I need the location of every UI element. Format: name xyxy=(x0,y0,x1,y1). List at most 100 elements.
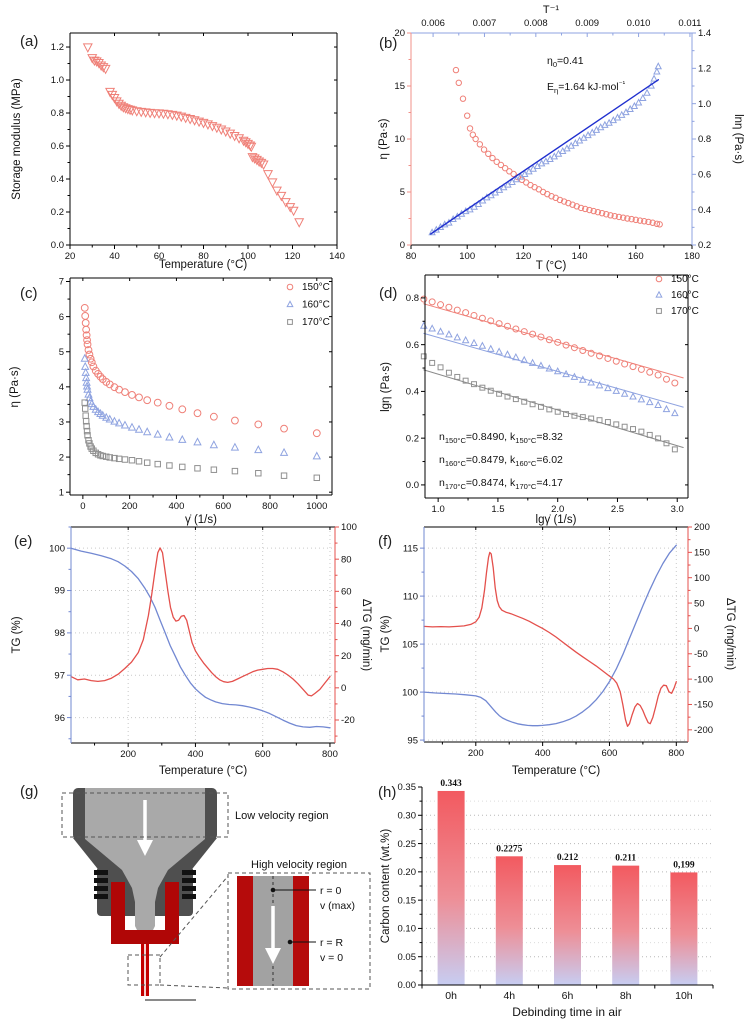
svg-text:60: 60 xyxy=(341,587,352,598)
svg-text:98: 98 xyxy=(54,628,65,639)
svg-text:0.15: 0.15 xyxy=(398,895,417,906)
svg-text:100: 100 xyxy=(459,251,475,262)
svg-text:160: 160 xyxy=(628,251,644,262)
bars: 0.343 0.2275 0.212 0.211 0,199 xyxy=(437,779,698,985)
svg-text:3.0: 3.0 xyxy=(671,504,684,515)
bar-6h xyxy=(554,865,581,985)
svg-text:0.30: 0.30 xyxy=(398,810,417,821)
svg-text:96: 96 xyxy=(54,713,65,724)
svg-text:10h: 10h xyxy=(675,990,693,1002)
heater-block xyxy=(111,882,179,944)
panel-g-tag: (g) xyxy=(20,783,39,800)
panel-h: (h) 0.343 0.2275 0.212 0.211 0,199 0.00 0.05 0.… xyxy=(375,765,750,1022)
vmax-label: v (max) xyxy=(320,900,355,912)
svg-text:100: 100 xyxy=(341,522,357,533)
svg-text:1.5: 1.5 xyxy=(491,504,504,515)
series-150°C xyxy=(80,303,321,438)
svg-text:0.010: 0.010 xyxy=(627,18,651,29)
series-170°C xyxy=(81,399,321,482)
gridlines xyxy=(71,527,335,743)
series-DTG xyxy=(423,551,677,727)
svg-text:0.6: 0.6 xyxy=(51,141,64,152)
svg-text:0.2: 0.2 xyxy=(51,207,64,218)
svg-text:1: 1 xyxy=(59,487,64,498)
svg-text:0.25: 0.25 xyxy=(398,839,417,850)
top-axis-title: T⁻¹ xyxy=(543,4,560,16)
bore-funnel xyxy=(85,839,205,938)
svg-text:200: 200 xyxy=(694,522,710,533)
svg-text:170°C: 170°C xyxy=(302,317,330,328)
r0-label: r = 0 xyxy=(320,885,341,897)
low-velocity-label: Low velocity region xyxy=(235,810,329,822)
series-160°C xyxy=(80,353,322,460)
annotation-2: n170°C=0.8474, k170°C=4.17 xyxy=(439,477,563,491)
svg-text:0.009: 0.009 xyxy=(575,18,599,29)
svg-text:110: 110 xyxy=(403,591,418,602)
svg-text:-20: -20 xyxy=(341,715,355,726)
series-eta-vs-T xyxy=(452,66,663,228)
svg-text:0: 0 xyxy=(341,683,346,694)
y-axis-title: Carbon content (wt.%) xyxy=(380,829,392,944)
svg-text:200: 200 xyxy=(122,501,138,512)
svg-text:100: 100 xyxy=(402,687,418,698)
bar-value-8h: 0.211 xyxy=(615,854,636,864)
svg-text:10: 10 xyxy=(394,134,405,145)
panel-c: (c) 0 200 400 600 800 1000 1 2 3 4 5 6 7 γ̇ (1/s) η (P… xyxy=(0,255,375,533)
svg-text:0.05: 0.05 xyxy=(398,952,417,963)
x-axis-title: Debinding time in air xyxy=(512,1005,621,1019)
series-storage-modulus xyxy=(82,43,305,228)
svg-text:600: 600 xyxy=(602,748,618,759)
svg-text:97: 97 xyxy=(54,670,65,681)
svg-text:0.007: 0.007 xyxy=(473,18,497,29)
svg-text:100: 100 xyxy=(49,543,65,554)
svg-text:20: 20 xyxy=(394,28,405,39)
gridlines xyxy=(424,527,688,742)
panel-f-tag: (f) xyxy=(378,533,393,550)
svg-text:0.6: 0.6 xyxy=(406,340,419,351)
axes: 0.00 0.05 0.10 0.15 0.20 0.25 0.30 0.35 0h 4h 6h 8h… xyxy=(398,782,714,1002)
svg-text:1.0: 1.0 xyxy=(432,504,445,515)
svg-text:-150: -150 xyxy=(694,700,713,711)
y-axis-title: Storage modulus (MPa) xyxy=(11,78,23,200)
svg-text:200: 200 xyxy=(468,748,484,759)
svg-text:400: 400 xyxy=(169,501,185,512)
svg-text:400: 400 xyxy=(535,748,551,759)
nozzle-diagram: Low velocity region High velocity region… xyxy=(61,788,371,1001)
svg-text:1.0: 1.0 xyxy=(698,99,711,110)
svg-text:100: 100 xyxy=(694,573,710,584)
svg-text:400: 400 xyxy=(188,749,204,760)
svg-text:0.8: 0.8 xyxy=(698,134,711,145)
svg-text:3: 3 xyxy=(59,417,64,428)
gridlines xyxy=(422,800,713,972)
svg-text:170°C: 170°C xyxy=(671,306,699,317)
svg-text:7: 7 xyxy=(59,277,64,288)
svg-text:0.011: 0.011 xyxy=(678,18,701,29)
svg-text:-50: -50 xyxy=(694,649,708,660)
series-150°C xyxy=(420,295,679,387)
series-fit-150 xyxy=(423,303,684,379)
svg-text:50: 50 xyxy=(694,598,705,609)
y2-axis-title: ΔTG (mg/min) xyxy=(360,599,372,671)
svg-text:2: 2 xyxy=(59,452,64,463)
inset-wall-right xyxy=(293,876,309,986)
chart-power-law-fit: 1.0 1.5 2.0 2.5 3.0 0.0 0.2 0.4 0.6 0.8 lgγ̇ (1/s)… xyxy=(380,274,699,526)
svg-text:40: 40 xyxy=(341,619,352,630)
panel-f: (f) 200 400 600 800 95 100 105 110 115 -200 -150 -1… xyxy=(375,512,750,794)
panel-g: (g) xyxy=(0,770,375,1022)
svg-text:120: 120 xyxy=(515,251,531,262)
svg-text:80: 80 xyxy=(198,251,209,262)
bar-0h xyxy=(437,790,465,985)
x-axis-title: Temperature (°C) xyxy=(512,765,600,777)
svg-text:0.4: 0.4 xyxy=(406,387,419,398)
y-axis-title: η (Pa·s) xyxy=(378,118,390,159)
svg-text:0.2: 0.2 xyxy=(406,433,419,444)
svg-text:20: 20 xyxy=(65,251,76,262)
svg-text:600: 600 xyxy=(255,749,271,760)
svg-text:95: 95 xyxy=(407,735,418,746)
bar-8h xyxy=(612,865,640,985)
svg-text:140: 140 xyxy=(329,251,345,262)
panel-h-tag: (h) xyxy=(378,784,397,801)
series-170°C xyxy=(420,353,678,453)
